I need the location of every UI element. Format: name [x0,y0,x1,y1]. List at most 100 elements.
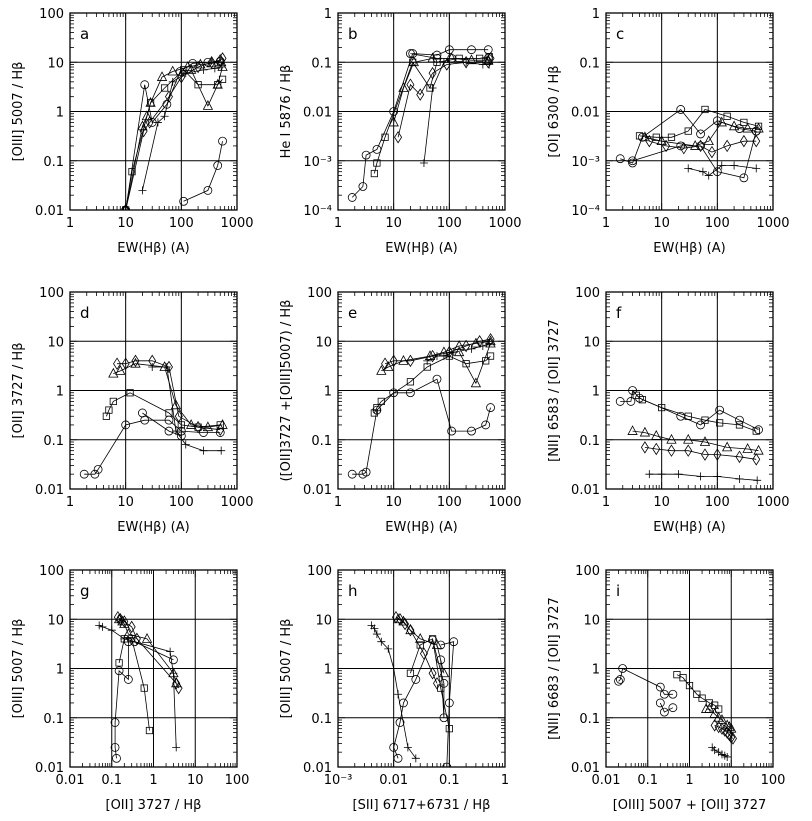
data-point-circle [486,403,495,412]
data-point-triangle [123,628,134,638]
data-point-square [658,403,666,412]
series-group [614,664,737,761]
y-axis-label: [NII] 6683 / [OII] 3727 [547,597,562,740]
data-point-circle [361,150,371,160]
data-point-plus [172,743,181,752]
data-point-square [406,378,415,386]
data-point-diamond [394,131,403,144]
data-point-plus [168,77,177,86]
data-point-square [126,389,134,397]
data-point-diamond [723,139,732,153]
x-tick-label: 1 [602,216,610,231]
data-point-triangle [483,54,494,65]
series-group [347,332,496,479]
x-tick-label: 10 [723,773,740,788]
data-point-diamond [720,724,729,737]
data-point-diamond [218,52,227,65]
x-tick-label: 100 [705,216,730,231]
y-tick-label: 1 [592,385,600,400]
x-tick-label: 0.1 [637,773,658,788]
data-point-square [177,421,185,429]
data-point-diamond [396,613,404,626]
data-point-triangle [683,433,694,444]
x-tick-label: 100 [169,216,194,231]
data-point-square [679,674,687,682]
data-point-square [194,81,202,89]
data-point-circle [668,689,678,699]
data-point-diamond [679,141,688,155]
data-point-plus [148,363,157,372]
data-point-triangle [470,337,482,348]
data-point-circle [399,698,408,708]
data-point-square [122,206,130,210]
data-point-circle [444,45,454,55]
data-point-plus [384,644,393,653]
data-point-square [373,159,381,167]
data-point-circle [615,675,625,684]
data-point-triangle [627,425,638,435]
data-point-triangle [168,667,179,678]
data-point-circle [123,675,133,684]
data-point-square [406,669,415,677]
series-group [79,354,228,479]
data-point-circle [715,405,725,415]
y-tick-label: 0.01 [571,761,600,776]
y-tick-label: 10 [47,56,64,71]
data-point-plus [217,446,226,455]
x-tick-label: 1000 [220,495,253,510]
data-point-diamond [389,354,398,368]
y-tick-label: 0.1 [579,56,600,71]
x-tick-label: 1 [501,773,509,788]
data-point-triangle [141,110,152,121]
x-axis-label: [OII] 3727 / Hβ [106,798,202,813]
data-point-circle [218,136,227,146]
data-point-circle [361,467,371,477]
data-point-triangle [431,639,443,649]
panel-i: 0.01 0.1 1 10 100 0.01 0.1 1 10 100 [OIII] 5007 + … [547,564,785,813]
series-line-circle [352,378,491,475]
panel-b: 1 10 100 1000 10⁻⁴ 10⁻³ 0.01 0.1 1 EW(Hβ) (A) He I… [279,7,522,256]
data-point-triangle [728,120,740,131]
data-point-circle [447,426,457,436]
y-tick-label: 100 [575,286,600,301]
data-point-diamond [139,124,148,138]
data-point-circle [406,49,415,58]
data-point-triangle [206,57,217,68]
data-point-plus [439,58,448,67]
data-point-plus [723,752,732,761]
data-point-plus [645,470,654,479]
data-point-circle [411,675,421,684]
x-tick-label: 0.1 [101,773,122,788]
data-point-triangle [182,61,193,71]
data-point-circle [121,420,131,430]
data-point-diamond [127,620,136,634]
data-point-square [109,397,117,406]
y-tick-label: 100 [39,564,64,579]
data-point-circle [696,141,705,151]
x-axis-label: EW(Hβ) (A) [385,241,457,256]
y-tick-label: 10 [47,613,64,628]
series-line-square [639,109,759,138]
data-point-plus [98,622,107,631]
data-point-triangle [217,61,228,71]
data-point-triangle [453,340,465,350]
y-tick-label: 10 [47,335,64,350]
series-line-triangle [190,66,223,107]
data-point-circle [659,689,669,699]
data-point-plus [432,352,441,361]
data-point-circle [395,718,405,727]
data-point-diamond [120,615,129,628]
data-point-diamond [174,681,183,695]
panel-label: a [80,25,89,43]
data-point-square [445,725,453,733]
x-tick-label: 100 [437,216,462,231]
series-group [615,386,764,485]
data-point-plus [389,664,398,673]
panel-label: g [80,582,90,600]
data-point-plus [714,748,723,757]
series-line-plus [649,473,758,481]
data-point-triangle [704,703,715,713]
data-point-circle [112,753,121,763]
series-line-square [106,392,221,428]
data-point-triangle [742,443,753,453]
